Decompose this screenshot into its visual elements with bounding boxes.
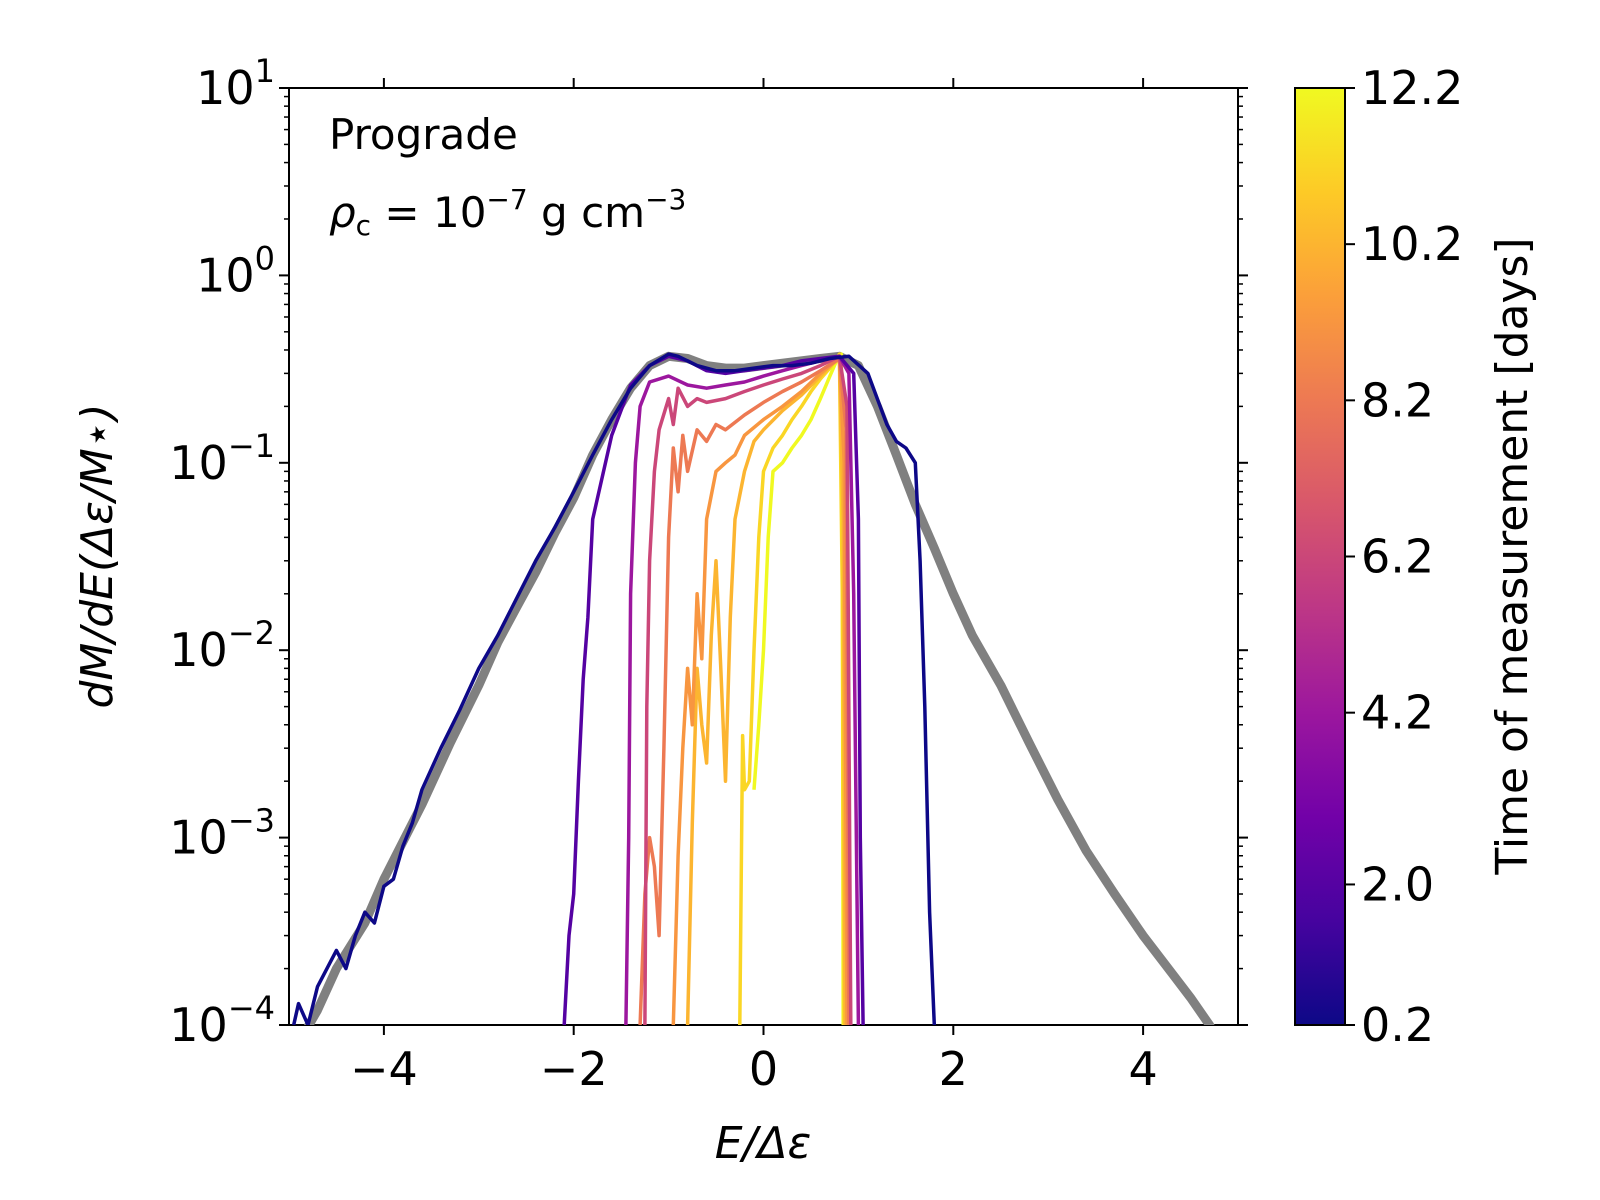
- y-tick-label: 101: [196, 52, 275, 115]
- series-line-10-2-days: [685, 354, 847, 1025]
- x-axis-label: E/Δε: [715, 1118, 812, 1169]
- colorbar: [1294, 87, 1346, 1026]
- series-line-6-2-days: [643, 354, 853, 1025]
- y-tick-label: 100: [196, 239, 275, 302]
- y-tick-label: 10−1: [169, 427, 275, 490]
- rho-subscript: c: [356, 209, 371, 242]
- x-tick-label: 0: [749, 1042, 778, 1096]
- axes-ticks: −4 −2 0 2 4 10−4 10−3 10−2 10−1 100 101: [169, 52, 1248, 1096]
- colorbar-tick-label: 4.2: [1361, 686, 1434, 740]
- colorbar-tick-label: 10.2: [1361, 217, 1463, 271]
- x-tick-label: 2: [939, 1042, 968, 1096]
- x-tick-label: −4: [350, 1042, 418, 1096]
- colorbar-tick-label: 8.2: [1361, 373, 1434, 427]
- colorbar-tick-label: 0.2: [1361, 998, 1434, 1052]
- colorbar-ticks: 0.2 2.0 4.2 6.2 8.2 10.2 12.2: [1345, 61, 1463, 1052]
- colorbar-tick-label: 2.0: [1361, 857, 1434, 911]
- x-tick-label: 4: [1128, 1042, 1157, 1096]
- rho-symbol: ρ: [329, 188, 356, 237]
- series-line-8-2-days: [638, 356, 851, 1025]
- series-line-9-2-days: [671, 356, 849, 1025]
- y-tick-label: 10−3: [169, 802, 275, 865]
- rho-value: = 10: [371, 188, 486, 237]
- colorbar-tick-label: 12.2: [1361, 61, 1463, 115]
- y-tick-label: 10−2: [169, 614, 275, 677]
- annotation-density: ρc = 10−7 g cm−3: [329, 183, 686, 242]
- rho-unit-exponent: −3: [645, 183, 686, 216]
- y-tick-label: 10−4: [169, 989, 275, 1052]
- series-line-0-2-days: [291, 352, 937, 1025]
- colorbar-label: Time of measurement [days]: [1487, 237, 1538, 875]
- colorbar-tick-label: 6.2: [1361, 530, 1434, 584]
- y-axis-label: dM/dE(Δε/M⋆): [72, 404, 123, 709]
- annotation-prograde: Prograde: [329, 110, 518, 159]
- plot-area: [288, 87, 1239, 1026]
- rho-exponent: −7: [486, 183, 527, 216]
- data-layer: [291, 351, 1215, 1025]
- x-tick-label: −2: [540, 1042, 608, 1096]
- rho-unit: g cm: [528, 188, 645, 237]
